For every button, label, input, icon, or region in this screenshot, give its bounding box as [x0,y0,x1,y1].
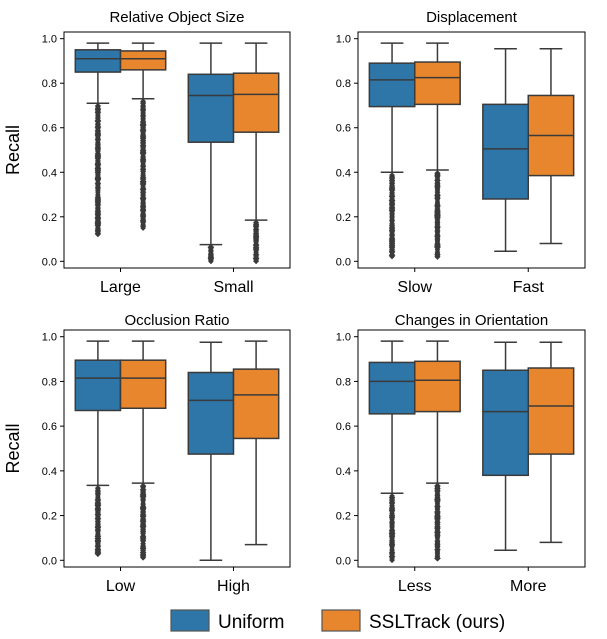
y-tick-label: 0.2 [336,511,351,523]
box-uniform [482,103,530,200]
x-tick-label: Large [100,279,141,296]
legend-label-2: SSLTrack (ours) [369,612,505,633]
x-tick-label: High [217,578,250,595]
y-tick-label: 0.0 [42,555,57,567]
outlier-point [434,554,441,562]
outlier-point [253,258,260,265]
panel-4: Changes in Orientation 0.0 0.2 0.4 0.6 0.8 1.0… [336,312,586,595]
y-tick-label: 0.4 [42,167,57,179]
outlier-point [389,253,395,260]
panel-2: Displacement 0.0 0.2 0.4 0.6 0.8 1.0 Slow Fast [336,9,586,296]
box-uniform [482,369,530,477]
y-tick-label: 1.0 [336,332,351,344]
legend: Uniform SSLTrack (ours) [170,609,505,633]
x-tick-label: Less [398,578,432,595]
plot-frame [63,329,291,568]
y-tick-label: 0.2 [42,212,57,224]
box-ssltrack-ours- [119,50,167,71]
y-axis-label: Recall [3,423,23,473]
legend-swatch-1 [170,609,210,632]
y-tick-label: 0.8 [42,376,57,388]
plot-frame [357,31,586,269]
box-uniform [187,371,235,455]
panel-1: Relative Object Size Recall 0.0 0.2 0.4 0.6 0.… [3,9,291,296]
y-tick-label: 0.2 [42,511,57,523]
y-tick-label: 0.0 [336,555,351,567]
y-tick-label: 0.2 [336,212,351,224]
y-tick-label: 1.0 [42,332,57,344]
box-ssltrack-ours- [119,359,167,410]
y-tick-label: 0.4 [42,466,57,478]
outlier-point [434,253,441,260]
y-tick-label: 0.0 [336,256,351,268]
outlier-point [94,550,102,558]
outlier-point [140,225,146,231]
box-ssltrack-ours- [232,368,280,440]
y-tick-label: 0.8 [336,376,351,388]
outlier-point [389,557,395,564]
outlier-point [140,555,146,561]
panel-title: Relative Object Size [109,9,244,26]
y-tick-label: 0.6 [336,421,351,433]
x-tick-label: Low [106,578,136,595]
y-tick-label: 1.0 [42,34,57,46]
legend-swatch-2 [321,609,361,632]
outlier-point [208,258,214,265]
box-ssltrack-ours- [232,72,280,133]
y-tick-label: 0.4 [336,167,351,179]
y-tick-label: 0.8 [42,78,57,90]
panel-title: Changes in Orientation [395,312,548,329]
legend-label-1: Uniform [218,612,285,633]
y-tick-label: 0.6 [42,123,57,135]
panel-title: Occlusion Ratio [124,312,229,329]
plot-frame [63,31,291,269]
y-tick-label: 0.6 [42,421,57,433]
x-tick-label: Small [213,279,253,296]
plot-frame [357,329,586,568]
y-tick-label: 0.4 [336,466,351,478]
panel-3: Occlusion Ratio Recall 0.0 0.2 0.4 0.6 0.8 1.0 L… [3,312,291,595]
outlier-point [95,231,101,238]
y-tick-label: 1.0 [336,34,351,46]
panel-title: Displacement [426,9,518,26]
box-ssltrack-ours- [414,61,461,106]
x-tick-label: More [510,578,547,595]
box-uniform [74,359,122,412]
y-tick-label: 0.6 [336,123,351,135]
y-axis-label: Recall [3,125,23,175]
box-uniform [368,62,416,108]
box-uniform [187,73,235,143]
box-uniform [74,49,122,73]
y-tick-label: 0.0 [42,256,57,268]
box-ssltrack-ours- [414,360,461,413]
x-tick-label: Fast [513,279,545,296]
x-tick-label: Slow [397,279,432,296]
box-uniform [368,361,416,415]
y-tick-label: 0.8 [336,78,351,90]
box-ssltrack-ours- [527,367,575,455]
